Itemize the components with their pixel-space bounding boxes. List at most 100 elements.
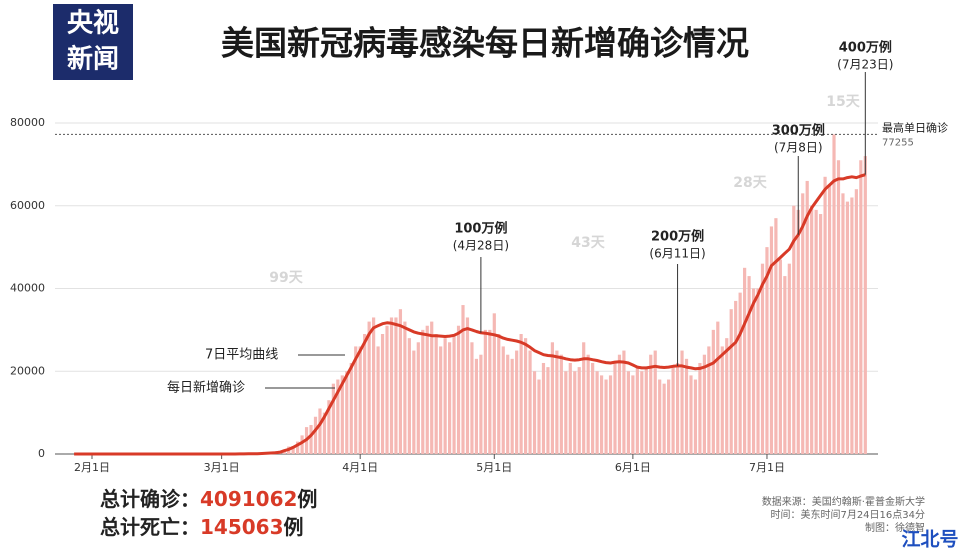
reference-label: 最高单日确诊 <box>882 120 948 134</box>
bar <box>555 350 559 454</box>
bar <box>778 259 782 454</box>
bar <box>345 371 349 454</box>
summary-value: 4091062 <box>200 487 297 511</box>
bar <box>354 346 358 454</box>
bar <box>461 305 465 454</box>
bar <box>859 160 863 455</box>
bar <box>313 416 318 454</box>
bar <box>836 160 841 455</box>
bar <box>479 354 483 454</box>
summary-line: 总计确诊：4091062例 <box>100 487 317 511</box>
bar <box>497 334 501 454</box>
annotation-date: (4月28日) <box>453 239 509 253</box>
bar <box>452 334 456 454</box>
summary-unit: 例 <box>284 515 304 539</box>
bar <box>296 441 300 454</box>
bar <box>845 201 850 454</box>
bar <box>519 334 523 454</box>
bar <box>667 379 671 454</box>
bar <box>787 263 791 454</box>
bar <box>693 379 698 454</box>
summary-label: 总计确诊： <box>100 487 200 511</box>
bar <box>810 205 814 454</box>
bar <box>425 325 429 454</box>
bar <box>595 371 599 454</box>
bar <box>680 350 684 454</box>
y-tick-label: 40000 <box>10 282 45 295</box>
bar <box>372 317 376 454</box>
bar <box>309 425 313 454</box>
summary-value: 145063 <box>200 515 284 539</box>
bar <box>689 375 693 454</box>
bar <box>416 342 420 454</box>
y-tick-label: 20000 <box>10 364 45 377</box>
bar <box>774 218 778 454</box>
bar <box>506 354 510 454</box>
bar <box>532 371 537 454</box>
bar <box>322 412 327 454</box>
bar <box>743 267 747 454</box>
bar <box>465 317 470 454</box>
bar <box>528 350 532 454</box>
bar <box>725 338 729 454</box>
bar <box>827 185 832 454</box>
bar <box>716 321 720 454</box>
bar <box>756 288 760 454</box>
annotation-text: 400万例 <box>839 40 892 56</box>
bar <box>702 354 706 454</box>
bar <box>363 334 367 454</box>
bar <box>559 354 563 454</box>
bar <box>769 226 774 454</box>
bar <box>492 313 496 454</box>
bar <box>653 350 657 454</box>
bar <box>470 342 474 454</box>
bar <box>349 362 353 454</box>
bar <box>448 342 452 454</box>
bar <box>358 346 362 454</box>
logo-box <box>53 4 133 80</box>
bar <box>751 288 756 454</box>
annotation-date: (6月11日) <box>649 247 705 261</box>
y-tick-label: 0 <box>38 447 45 460</box>
bar <box>747 276 751 454</box>
logo-text: 新闻 <box>67 44 119 75</box>
bar <box>439 346 443 454</box>
bar <box>398 309 403 454</box>
bar <box>591 362 595 454</box>
bar <box>541 362 546 454</box>
bar <box>582 342 586 454</box>
bar <box>854 189 858 454</box>
bar <box>407 338 411 454</box>
bar <box>291 446 295 454</box>
watermark: 江北号 <box>901 529 958 551</box>
bar <box>608 375 613 454</box>
summary-unit: 例 <box>297 487 317 511</box>
duration-label: 28天 <box>733 175 767 191</box>
annotation-text: 200万例 <box>651 229 704 245</box>
bar <box>367 321 371 454</box>
bar <box>389 317 394 454</box>
annotation-text: 100万例 <box>454 221 507 237</box>
y-tick-label: 80000 <box>10 116 45 129</box>
bar <box>765 247 769 454</box>
bar <box>823 176 827 454</box>
annotation-date: (7月8日) <box>774 141 823 155</box>
bar <box>684 358 689 454</box>
bar <box>671 367 675 454</box>
bar <box>760 263 765 454</box>
bar <box>675 362 680 454</box>
bar <box>488 329 492 454</box>
x-tick-label: 4月1日 <box>342 461 378 474</box>
bar <box>573 371 577 454</box>
bar <box>662 383 666 454</box>
summary-label: 总计死亡： <box>100 515 200 539</box>
bar <box>510 358 514 454</box>
bar <box>385 325 389 454</box>
annotation-date: (7月23日) <box>837 58 893 72</box>
duration-label: 15天 <box>826 94 860 110</box>
duration-label: 99天 <box>269 270 303 286</box>
legend-label: 7日平均曲线 <box>205 348 278 363</box>
y-tick-label: 60000 <box>10 199 45 212</box>
bar <box>783 276 787 454</box>
